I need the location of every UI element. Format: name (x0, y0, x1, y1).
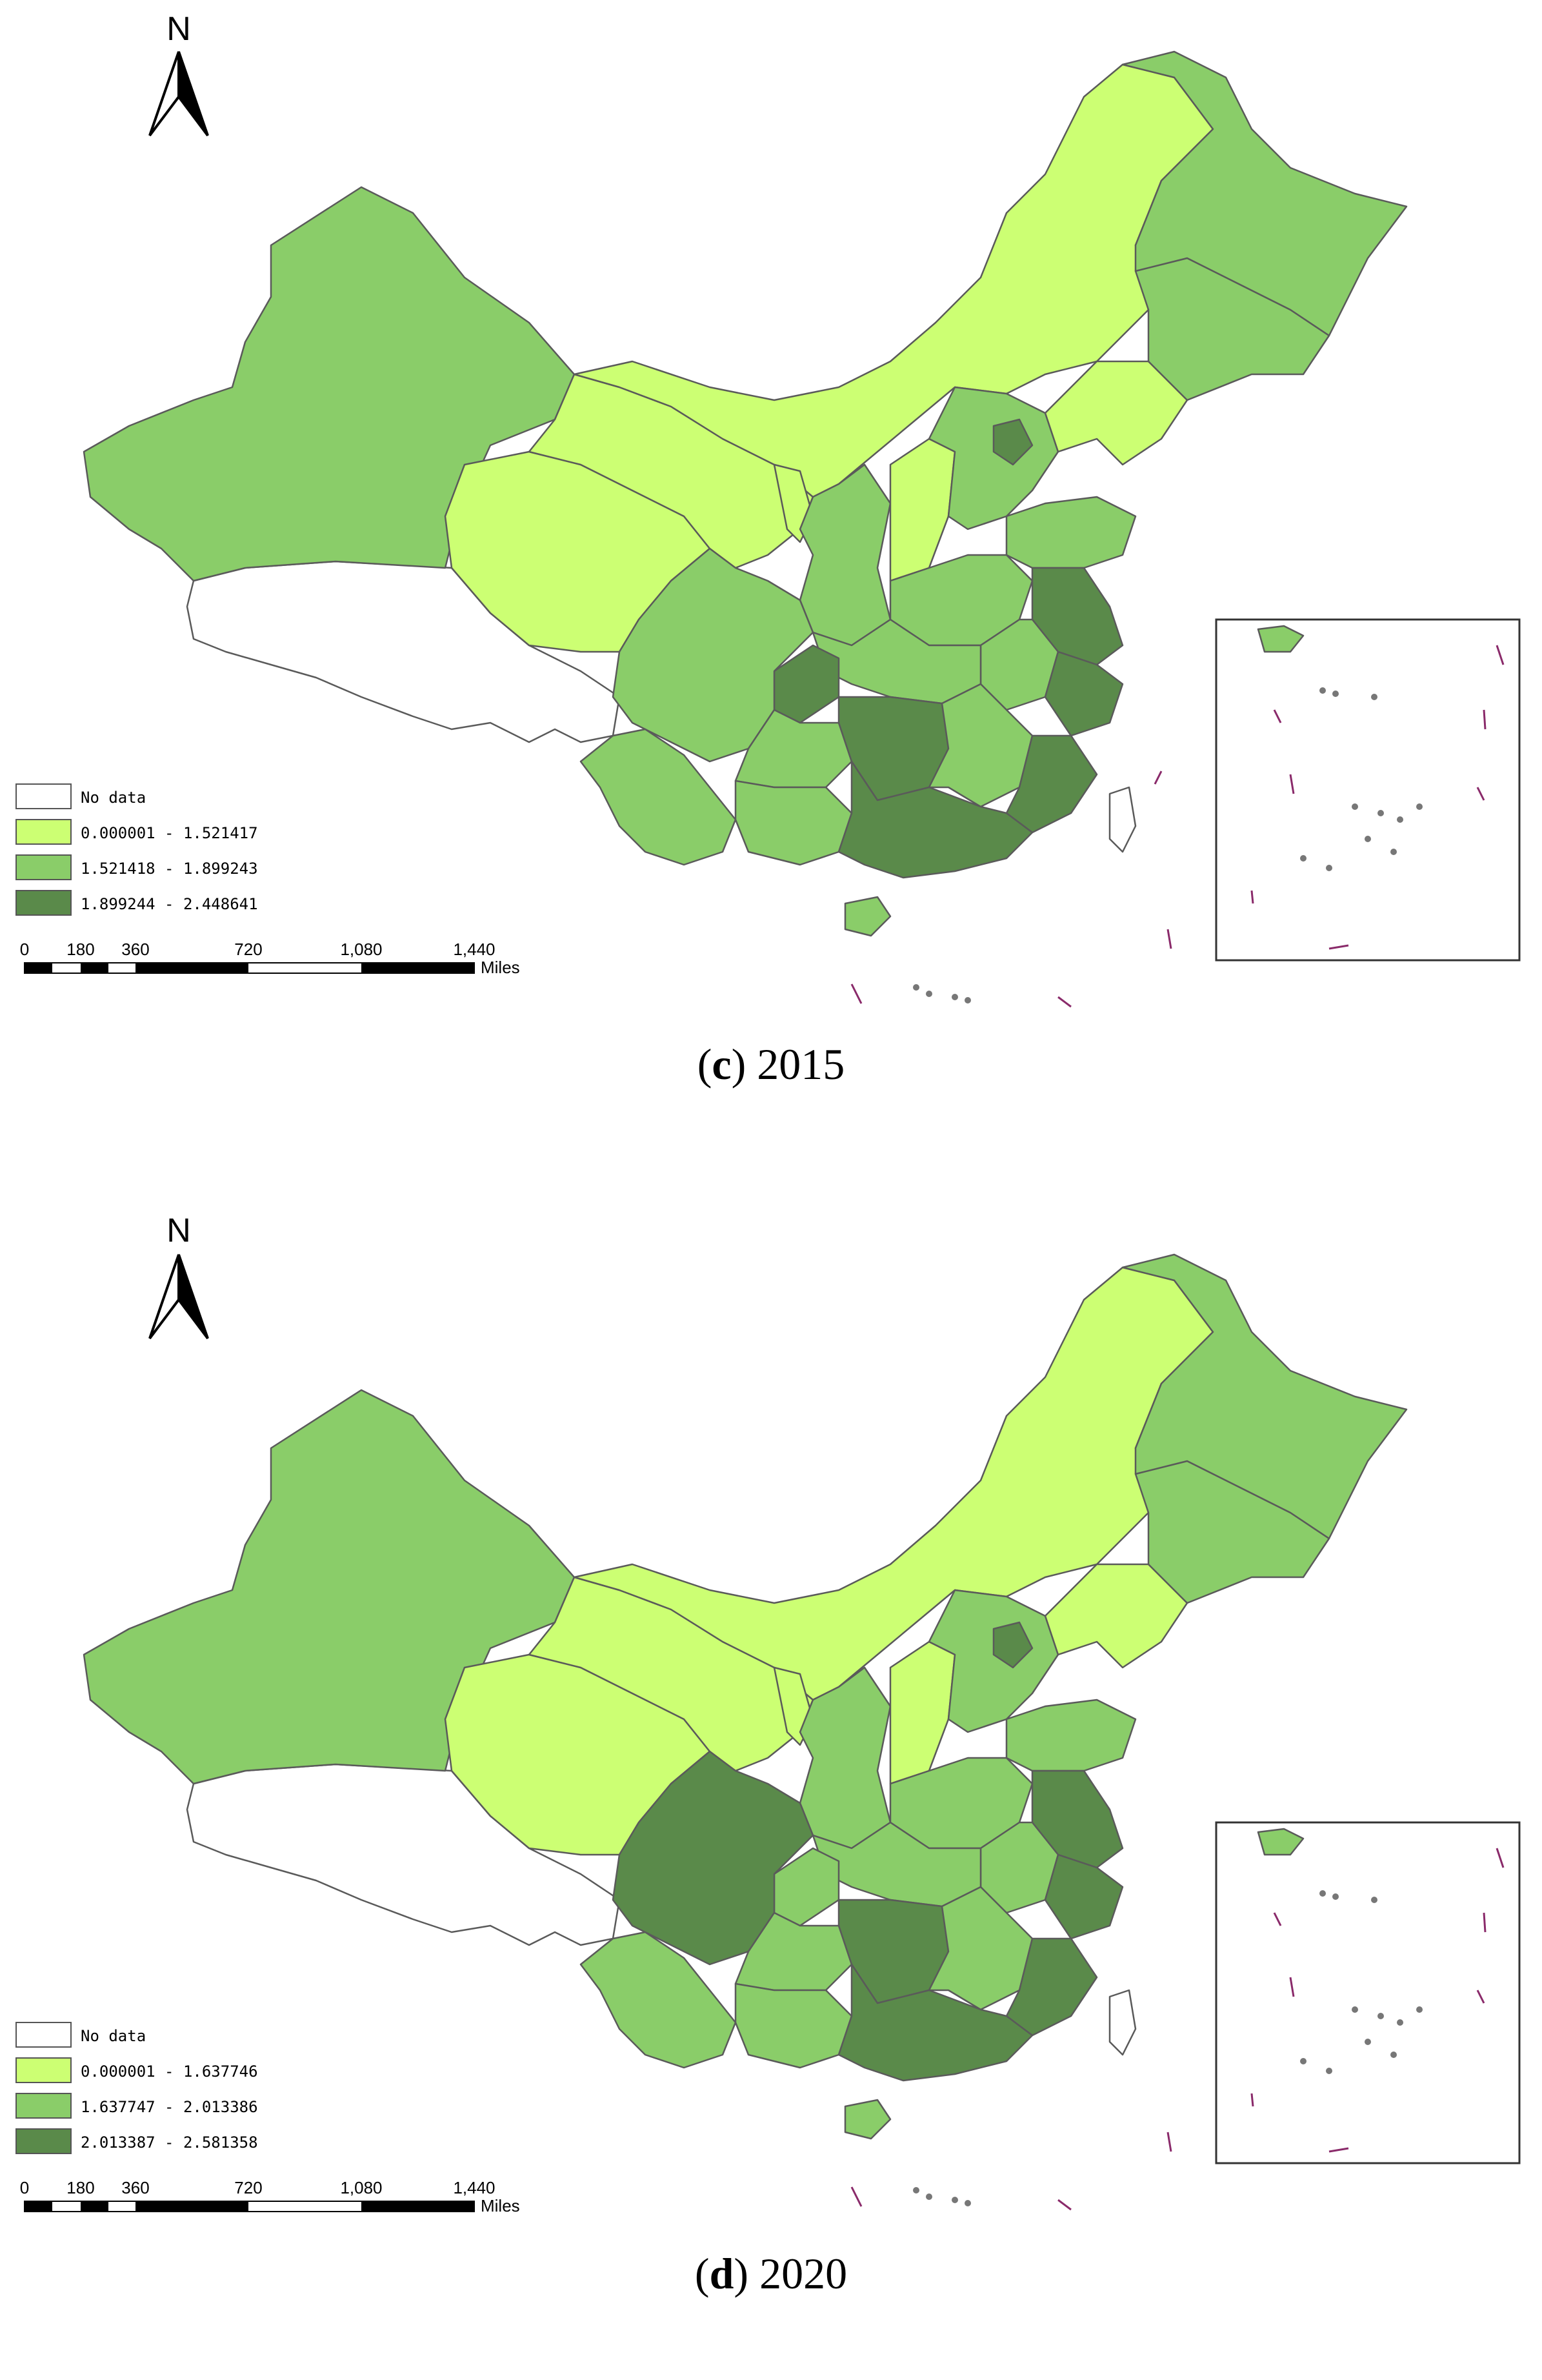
legend-label-class-1: 0.000001 - 1.521417 (81, 824, 258, 842)
caption-2020: (d) 2020 (694, 2249, 848, 2298)
south-sea-markers (850, 2132, 1172, 2211)
legend: No data 0.000001 - 1.637746 1.637747 - 2… (15, 2022, 258, 2154)
choropleth-map-2020: N (15, 1212, 1521, 2215)
region-fujian (1005, 1937, 1098, 2037)
svg-text:0: 0 (20, 940, 29, 959)
legend-label-no-data: No data (81, 789, 146, 807)
svg-text:Miles: Miles (481, 958, 520, 977)
region-taiwan (1108, 1989, 1137, 2056)
region-beijing (992, 418, 1034, 466)
north-arrow-icon: N (148, 1212, 209, 1340)
legend-label-no-data: No data (81, 2027, 146, 2045)
svg-text:1,440: 1,440 (453, 940, 495, 959)
region-heilongjiang (1121, 1253, 1408, 1540)
svg-text:180: 180 (66, 940, 94, 959)
region-yunnan (579, 1931, 737, 2069)
inset-map-south-china-sea (1215, 1821, 1521, 2164)
region-guangxi (734, 780, 853, 866)
choropleth-map-2015: N (15, 10, 1521, 1008)
region-xinjiang (83, 186, 576, 582)
inset-map-south-china-sea (1215, 618, 1521, 962)
region-guangxi (734, 1982, 853, 2069)
region-sichuan (612, 547, 814, 763)
north-label: N (166, 10, 191, 48)
region-guangdong (837, 1963, 1034, 2082)
provinces (83, 50, 1408, 937)
region-sichuan (612, 1750, 814, 1966)
svg-text:Miles: Miles (481, 2196, 520, 2215)
region-yunnan (579, 728, 737, 866)
scale-bar: 0 180 360 720 1,080 1,440 Miles (20, 2178, 520, 2215)
svg-text:720: 720 (234, 2178, 262, 2197)
region-xinjiang (83, 1389, 576, 1785)
region-beijing (992, 1621, 1034, 1669)
region-guangdong (837, 760, 1034, 879)
legend-label-class-1: 0.000001 - 1.637746 (81, 2062, 258, 2081)
svg-text:180: 180 (66, 2178, 94, 2197)
map-panel-2020: N (0, 1190, 1542, 2380)
legend-label-class-3: 1.899244 - 2.448641 (81, 895, 258, 913)
region-taiwan (1108, 786, 1137, 853)
legend-label-class-2: 1.637747 - 2.013386 (81, 2098, 258, 2116)
legend: No data 0.000001 - 1.521417 1.521418 - 1… (15, 783, 258, 916)
region-shandong (1005, 496, 1137, 569)
svg-text:360: 360 (121, 2178, 149, 2197)
svg-text:720: 720 (234, 940, 262, 959)
caption-2015: (c) 2015 (697, 1040, 845, 1089)
provinces (83, 1253, 1408, 2140)
legend-label-class-2: 1.521418 - 1.899243 (81, 860, 258, 878)
north-label: N (166, 1212, 191, 1249)
scale-bar: 0 180 360 720 1,080 1,440 Miles (20, 940, 520, 977)
region-hainan (844, 896, 892, 937)
region-heilongjiang (1121, 50, 1408, 337)
north-arrow-icon: N (148, 10, 209, 137)
svg-text:1,080: 1,080 (340, 940, 382, 959)
region-fujian (1005, 734, 1098, 834)
region-jiangxi (928, 683, 1034, 808)
region-shanxi (889, 438, 956, 582)
region-shandong (1005, 1699, 1137, 1772)
legend-label-class-3: 2.013387 - 2.581358 (81, 2133, 258, 2152)
region-hainan (844, 2099, 892, 2140)
south-sea-markers (850, 771, 1172, 1008)
region-jiangxi (928, 1886, 1034, 2011)
region-shanxi (889, 1640, 956, 1785)
svg-text:1,080: 1,080 (340, 2178, 382, 2197)
region-zhejiang (1044, 650, 1124, 737)
svg-text:1,440: 1,440 (453, 2178, 495, 2197)
map-panel-2015: N (15, 10, 1521, 1089)
svg-text:360: 360 (121, 940, 149, 959)
svg-text:0: 0 (20, 2178, 29, 2197)
region-zhejiang (1044, 1853, 1124, 1940)
